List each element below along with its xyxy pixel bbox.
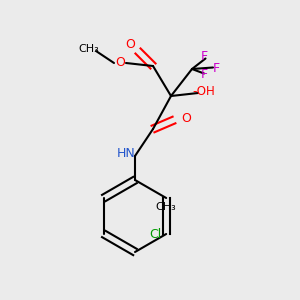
Text: F: F bbox=[200, 68, 208, 82]
Text: CH₃: CH₃ bbox=[78, 44, 99, 55]
Text: HN: HN bbox=[117, 146, 135, 160]
Text: O: O bbox=[126, 38, 135, 52]
Text: CH₃: CH₃ bbox=[156, 202, 177, 212]
Text: F: F bbox=[200, 50, 208, 64]
Text: F: F bbox=[212, 62, 220, 76]
Text: O: O bbox=[115, 56, 125, 70]
Text: O: O bbox=[181, 112, 191, 125]
Text: Cl: Cl bbox=[150, 227, 162, 241]
Text: -OH: -OH bbox=[193, 85, 215, 98]
